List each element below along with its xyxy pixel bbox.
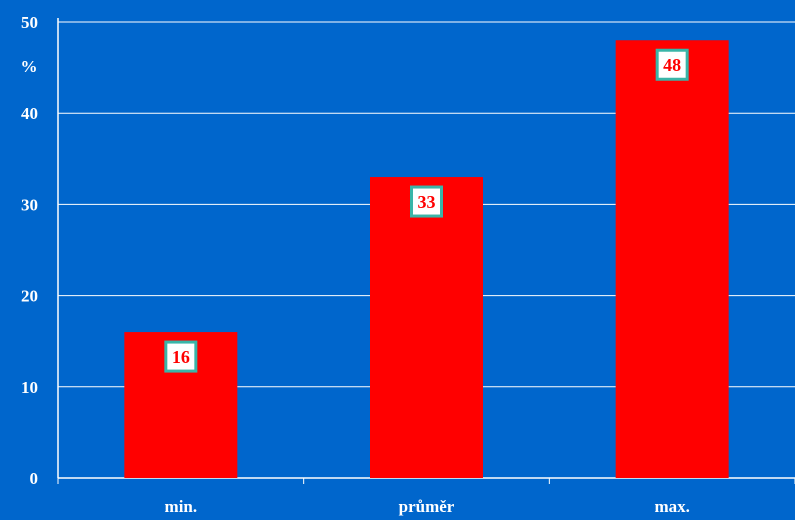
y-tick-label: 20 — [21, 287, 38, 306]
y-tick-label: 40 — [21, 104, 38, 123]
data-label-box — [655, 48, 689, 81]
data-label: 33 — [418, 192, 436, 212]
bar — [370, 177, 483, 479]
category-label: max. — [654, 497, 689, 516]
data-labels: 16 33 48 — [164, 48, 689, 373]
data-label: 16 — [172, 347, 190, 367]
data-label-box — [164, 340, 198, 373]
y-tick-label: 50 — [21, 13, 38, 32]
bar — [615, 40, 729, 479]
y-axis-label: % — [21, 57, 38, 76]
y-tick-label: 0 — [30, 469, 39, 488]
y-tick-labels: 0 10 20 30 40 50 — [21, 13, 38, 488]
data-label-box — [410, 185, 443, 218]
category-label: min. — [165, 497, 198, 516]
category-labels: min. průměr max. — [165, 497, 690, 516]
data-label: 48 — [663, 55, 681, 75]
category-label: průměr — [399, 497, 455, 516]
bars — [124, 40, 729, 479]
y-tick-label: 10 — [21, 378, 38, 397]
y-tick-label: 30 — [21, 195, 38, 214]
